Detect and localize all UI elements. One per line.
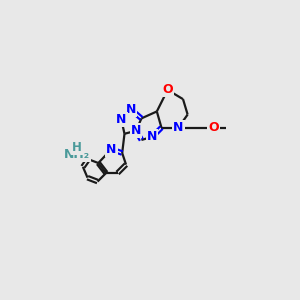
Text: N: N — [147, 130, 158, 143]
Text: N: N — [106, 143, 117, 156]
Text: NH₂: NH₂ — [64, 148, 90, 161]
Text: N: N — [173, 121, 184, 134]
Text: N: N — [131, 124, 141, 137]
Text: N: N — [125, 103, 136, 116]
Text: O: O — [162, 83, 173, 96]
Text: H: H — [72, 141, 82, 154]
Text: N: N — [116, 113, 127, 126]
Text: O: O — [208, 121, 219, 134]
